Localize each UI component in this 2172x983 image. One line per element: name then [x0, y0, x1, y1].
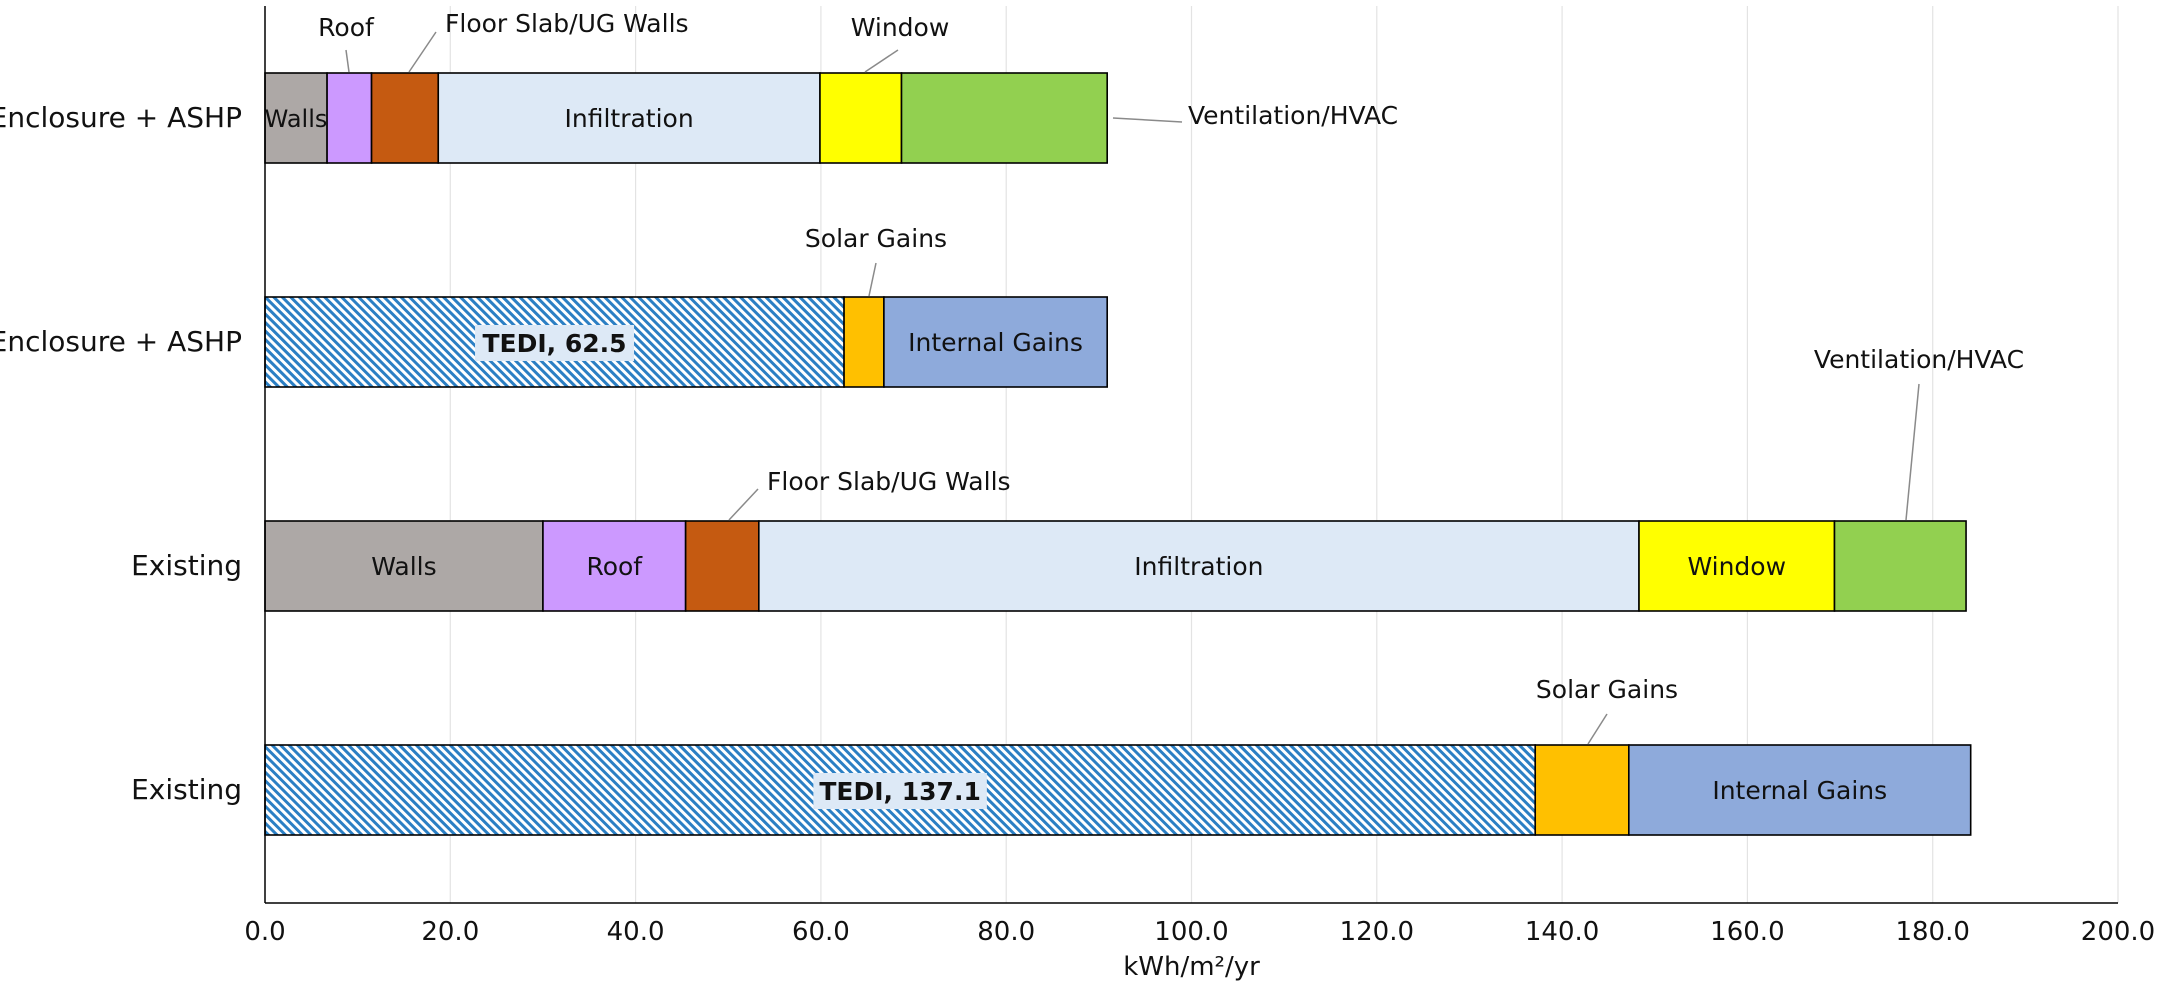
- y-category-label: Enclosure + ASHP: [0, 325, 242, 358]
- axes: [264, 6, 2118, 904]
- leader-line: [728, 488, 759, 521]
- bar-segment-roof: [326, 72, 373, 164]
- data-label: Infiltration: [565, 104, 694, 133]
- x-tick-label: 120.0: [1340, 917, 1414, 947]
- x-tick-label: 0.0: [244, 917, 285, 947]
- callout-label: Roof: [318, 13, 375, 42]
- bar-segment-solar-gains: [1534, 744, 1630, 836]
- callout-label: Floor Slab/UG Walls: [445, 9, 689, 38]
- callout-label: Ventilation/HVAC: [1814, 345, 2024, 374]
- data-label: TEDI, 62.5: [482, 329, 626, 358]
- x-tick-label: 200.0: [2081, 917, 2155, 947]
- callout-label: Window: [851, 13, 950, 42]
- x-tick-labels: 0.0 20.0 40.0 60.0 80.0 100.0 120.0 140.0 160.0 1…: [244, 917, 2155, 947]
- data-label: Walls: [371, 552, 436, 581]
- bar-segment-ventilation-hvac: [1833, 520, 1967, 612]
- bar-segment-solar-gains: [843, 296, 885, 388]
- callout-label: Solar Gains: [1536, 675, 1678, 704]
- x-axis-label: kWh/m²/yr: [1123, 952, 1260, 982]
- x-tick-label: 80.0: [977, 917, 1035, 947]
- data-label: TEDI, 137.1: [819, 777, 980, 806]
- callout-labels: Roof Floor Slab/UG Walls Window Ventilation…: [318, 9, 2024, 745]
- data-label: Internal Gains: [908, 328, 1083, 357]
- bar-segment-floor-slab-ug-walls: [684, 520, 760, 612]
- leader-line: [408, 31, 437, 73]
- x-tick-label: 60.0: [792, 917, 850, 947]
- x-tick-label: 40.0: [607, 917, 665, 947]
- leader-line: [345, 49, 350, 73]
- leader-line: [1112, 117, 1183, 123]
- data-label: Walls: [265, 105, 328, 133]
- x-tick-label: 160.0: [1710, 917, 1784, 947]
- bar-segment-infiltration: [758, 520, 1640, 612]
- callout-label: Solar Gains: [805, 224, 947, 253]
- data-label-background: [813, 773, 987, 809]
- y-category-labels: Enclosure + ASHP Enclosure + ASHP Existing…: [0, 101, 242, 806]
- data-label: Window: [1687, 552, 1786, 581]
- callout-label: Floor Slab/UG Walls: [767, 467, 1011, 496]
- leader-line: [1905, 383, 1920, 521]
- bars: Walls Infiltration TEDI, 62.5 Internal Gain…: [264, 72, 1972, 836]
- x-tick-label: 140.0: [1525, 917, 1599, 947]
- bar-segment-internal-gains: [883, 296, 1108, 388]
- data-label: Infiltration: [1134, 552, 1263, 581]
- y-category-label: Existing: [131, 549, 242, 582]
- leader-line: [1587, 713, 1608, 745]
- bar-segment-ventilation-hvac: [900, 72, 1108, 164]
- data-label: Internal Gains: [1712, 776, 1887, 805]
- leader-line: [864, 49, 899, 73]
- x-tick-label: 180.0: [1895, 917, 1969, 947]
- bar-segment-internal-gains: [1628, 744, 1972, 836]
- bar-segment-floor-slab-ug-walls: [370, 72, 440, 164]
- y-category-label: Existing: [131, 773, 242, 806]
- x-tick-label: 20.0: [421, 917, 479, 947]
- bar-segment-window: [819, 72, 903, 164]
- y-category-label: Enclosure + ASHP: [0, 101, 242, 134]
- x-tick-label: 100.0: [1154, 917, 1228, 947]
- bar-segment-roof: [542, 520, 687, 612]
- bar-segment-infiltration: [437, 72, 821, 164]
- data-label-background: [475, 325, 635, 361]
- leader-line: [868, 262, 877, 297]
- callout-label: Ventilation/HVAC: [1188, 101, 1398, 130]
- data-label: Roof: [586, 552, 643, 581]
